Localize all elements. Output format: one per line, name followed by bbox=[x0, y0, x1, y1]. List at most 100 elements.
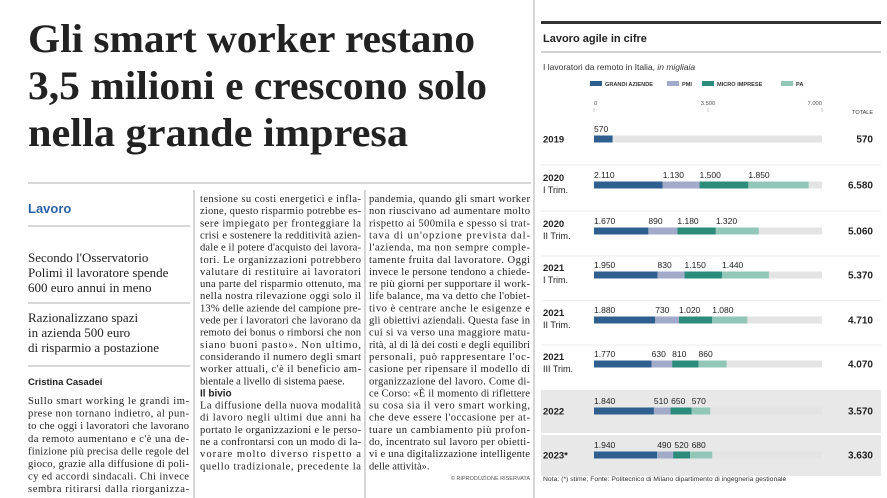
bar-segment bbox=[679, 316, 713, 324]
body-line: gioco, grazie alla diffusione di poli- bbox=[28, 459, 189, 470]
category-label: 2022 bbox=[543, 407, 564, 418]
headline-line: Gli smart worker restano bbox=[28, 16, 475, 61]
body-line: zione, questo risparmio potrebbe es- bbox=[200, 206, 361, 217]
body-line: cui si va verso una maggiore matu- bbox=[369, 328, 530, 339]
value-label: 570 bbox=[594, 124, 608, 134]
total-label: 570 bbox=[856, 135, 873, 146]
value-label: 730 bbox=[655, 305, 669, 315]
body-line: considerando il numero degli smart bbox=[200, 352, 361, 363]
value-label: 1.880 bbox=[594, 305, 616, 315]
copyright: © RIPRODUZIONE RISERVATA bbox=[451, 475, 530, 482]
value-label: 1.080 bbox=[712, 305, 734, 315]
bar-segment bbox=[657, 271, 685, 279]
value-label: 1.850 bbox=[748, 170, 770, 180]
bar-segment bbox=[594, 451, 658, 459]
bar-segment bbox=[594, 360, 652, 368]
bar-segment bbox=[672, 360, 699, 368]
body-line: do, incentrato sul lavoro per obietti- bbox=[369, 437, 530, 448]
x-tick-label: 3.500 bbox=[701, 101, 716, 107]
body-line: su cosa sia il vero smart working, bbox=[369, 401, 530, 412]
body-line: vi e una digitalizzazione intelligente bbox=[369, 449, 530, 460]
bar-segment bbox=[655, 316, 680, 324]
body-line: life balance, ma va detto che l'obiet- bbox=[369, 291, 530, 302]
value-label: 1.670 bbox=[594, 216, 616, 226]
summary-line: in azienda 500 euro bbox=[28, 325, 130, 340]
value-label: 570 bbox=[692, 396, 706, 406]
body-line: ne a confrontarsi con un modo di la- bbox=[200, 437, 361, 448]
category-period: II Trim. bbox=[543, 320, 571, 330]
bar-segment bbox=[699, 181, 749, 189]
bar-segment bbox=[715, 227, 759, 235]
summary-line: Secondo l'Osservatorio bbox=[28, 250, 148, 265]
body-line: di lavoro negli ultimi due anni ha bbox=[200, 413, 361, 424]
author: Cristina Casadei bbox=[28, 377, 102, 388]
value-label: 2.110 bbox=[594, 170, 615, 180]
value-label: 1.180 bbox=[677, 216, 699, 226]
legend-label: GRANDI AZIENDE bbox=[605, 82, 653, 88]
body-line: che deve essere l'occasione per at- bbox=[369, 413, 530, 424]
category-label: 2020 bbox=[543, 219, 564, 230]
chart-note: Nota: (*) stime; Fonte: Politecnico di M… bbox=[543, 476, 787, 483]
legend-label: PA bbox=[796, 82, 803, 88]
body-line: personali, può rappresentare l'oc- bbox=[369, 352, 530, 363]
bar-segment bbox=[594, 135, 613, 143]
value-label: 1.500 bbox=[700, 170, 722, 180]
total-label: 3.630 bbox=[848, 451, 873, 462]
bar-segment bbox=[748, 181, 809, 189]
total-label: 4.710 bbox=[848, 316, 873, 327]
body-line: bientale a livello di sistema paese. bbox=[200, 376, 345, 387]
subtitle-emphasis: in migliaia bbox=[657, 62, 695, 72]
body-line: La diffusione della nuova modalità bbox=[200, 401, 361, 412]
legend-label: PMI bbox=[682, 82, 692, 88]
body-line: tori. Le organizzazioni potrebbero bbox=[200, 255, 361, 266]
value-label: 1.440 bbox=[722, 260, 744, 270]
bar-segment bbox=[594, 271, 658, 279]
value-label: 1.320 bbox=[716, 216, 738, 226]
body-line: worker attuali, c'è il beneficio am- bbox=[200, 364, 361, 375]
legend-swatch bbox=[667, 81, 679, 86]
body-line: sembra ritirarsi dalla riorganizza- bbox=[28, 484, 189, 495]
legend-swatch bbox=[590, 81, 602, 86]
total-label: 4.070 bbox=[848, 360, 873, 371]
body-line: organizzazione del lavoro. Come di- bbox=[369, 376, 530, 387]
bar-segment bbox=[653, 407, 671, 415]
body-line: da remoto aumentano e c'è una de- bbox=[28, 434, 189, 445]
body-line: vede per i lavoratori che lavorano da bbox=[200, 316, 361, 327]
body-line: tivo è centrare anche le esigenze e bbox=[369, 303, 530, 314]
body-line: tava di un'opzione prevista dal- bbox=[369, 230, 530, 241]
category-label: 2020 bbox=[543, 173, 564, 184]
subheading: Il bivio bbox=[200, 388, 232, 399]
value-label: 630 bbox=[652, 349, 666, 359]
body-line: crisi e sostenere la redditività azien- bbox=[200, 230, 361, 241]
bar-segment bbox=[657, 451, 674, 459]
category-label: 2019 bbox=[543, 135, 564, 146]
total-label: 3.570 bbox=[848, 407, 873, 418]
total-label: 6.580 bbox=[848, 181, 873, 192]
summary-line: di risparmio a postazione bbox=[28, 340, 159, 355]
body-line: tensione su costi energetici e infla- bbox=[200, 194, 361, 205]
chart-top-bar bbox=[541, 21, 881, 24]
value-label: 680 bbox=[692, 440, 706, 450]
body-line: portato le organizzazioni e le perso- bbox=[200, 425, 361, 436]
value-label: 1.840 bbox=[594, 396, 616, 406]
body-line: cy ed accordi sindacali. Chi invece bbox=[28, 472, 189, 483]
summary-line: Polimi il lavoratore spende bbox=[28, 265, 169, 280]
bar-segment bbox=[648, 227, 678, 235]
value-label: 1.950 bbox=[594, 260, 616, 270]
value-label: 520 bbox=[674, 440, 688, 450]
headline-line: nella grande impresa bbox=[28, 110, 408, 155]
x-tick-label: 0 bbox=[594, 101, 597, 107]
value-label: 650 bbox=[671, 396, 685, 406]
value-label: 830 bbox=[658, 260, 672, 270]
body-line: siano buoni pasto». Non ultimo, bbox=[200, 340, 361, 351]
body-line: 13% delle aziende del campione pre- bbox=[200, 303, 361, 314]
chart-title: Lavoro agile in cifre bbox=[543, 33, 647, 45]
category-period: III Trim. bbox=[543, 364, 573, 374]
bar-segment bbox=[722, 271, 769, 279]
body-line: rità, al di là dei costi e degli equilib… bbox=[369, 340, 530, 351]
total-label: 5.370 bbox=[848, 271, 873, 282]
bar-segment bbox=[670, 407, 692, 415]
body-line: dale e il potere d'acquisto dei lavora- bbox=[200, 243, 361, 254]
value-label: 1.020 bbox=[679, 305, 701, 315]
